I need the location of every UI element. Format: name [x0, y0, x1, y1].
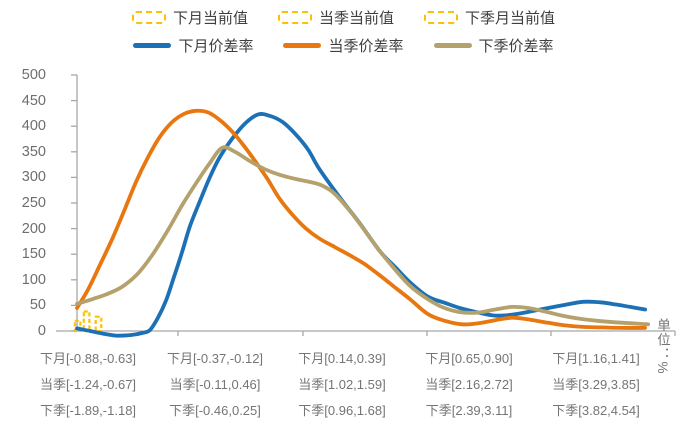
unit-label: 单位：%: [655, 318, 670, 375]
dashed-box-icon: [277, 11, 312, 24]
y-tick-label: 350: [21, 143, 46, 160]
dashed-box-icon: [424, 11, 458, 24]
legend-item-series: 当季价差率: [283, 35, 404, 56]
x-tick-label: 当季[3.29,3.85]: [552, 377, 640, 392]
x-tick-label: 下季[3.82,4.54]: [552, 403, 640, 418]
legend-item-series: 下月价差率: [133, 35, 253, 56]
x-tick-label: 下季[-1.89,-1.18]: [39, 403, 137, 418]
y-tick-label: 0: [37, 323, 46, 339]
chart-legend: 下月当前值 当季当前值 下季月当前值 下月价差率 当季价差率 下季价差率: [0, 7, 687, 56]
current-value-bar: [73, 319, 82, 333]
axes: [56, 74, 676, 336]
dashed-box-icon: [131, 11, 166, 24]
x-tick-label-group: 下月[-0.37,-0.12] 当季[-0.11,0.46] 下季[-0.46,0.…: [152, 346, 279, 424]
x-tick-label: 下季[2.39,3.11]: [425, 403, 513, 418]
legend-label: 当季价差率: [328, 38, 404, 55]
y-tick-label: 250: [21, 195, 46, 211]
y-tick-label: 150: [21, 246, 46, 263]
y-tick-label: 400: [21, 118, 46, 135]
legend-label: 当季当前值: [318, 10, 394, 27]
y-tick-label: 200: [21, 220, 46, 237]
legend-row-series: 下月价差率 当季价差率 下季价差率: [133, 35, 554, 56]
current-value-bar: [94, 315, 103, 333]
series-line-下季价差率: [75, 145, 650, 327]
x-tick-label-group: 下月[-0.88,-0.63] 当季[-1.24,-0.67] 下季[-1.89,-…: [25, 346, 152, 424]
y-tick-label: 300: [21, 169, 46, 186]
y-tick-label: 100: [21, 271, 46, 288]
legend-item-current-value: 下月当前值: [131, 7, 248, 28]
legend-item-current-value: 下季月当前值: [424, 7, 555, 28]
legend-item-series: 下季价差率: [433, 35, 554, 56]
legend-row-current-values: 下月当前值 当季当前值 下季月当前值: [131, 7, 555, 28]
series-line-下月价差率: [75, 112, 647, 338]
x-tick-label: 下月[0.14,0.39]: [298, 351, 386, 366]
x-tick-label: 当季[2.16,2.72]: [425, 377, 513, 392]
x-tick-label: 下月[0.65,0.90]: [425, 351, 513, 366]
x-tick-label-group: 下月[0.14,0.39] 当季[1.02,1.59] 下季[0.96,1.68]: [279, 346, 406, 424]
line-swatch-icon: [433, 43, 472, 48]
x-tick-label-group: 下月[0.65,0.90] 当季[2.16,2.72] 下季[2.39,3.11]: [406, 346, 533, 424]
y-tick-label: 50: [29, 297, 46, 314]
legend-item-current-value: 当季当前值: [277, 7, 394, 28]
x-tick-label: 下月[1.16,1.41]: [552, 351, 640, 366]
x-tick-label: 当季[-0.11,0.46]: [169, 377, 261, 392]
series-line-当季价差率: [75, 108, 647, 330]
x-tick-label: 下月[-0.37,-0.12]: [166, 351, 264, 366]
line-swatch-icon: [283, 43, 322, 48]
x-tick-label: 下月[-0.88,-0.63]: [39, 351, 137, 366]
y-tick-label: 450: [21, 92, 46, 109]
x-tick-label-group: 下月[1.16,1.41] 当季[3.29,3.85] 下季[3.82,4.54]: [533, 346, 660, 424]
y-tick-label: 500: [21, 67, 46, 83]
legend-label: 下季月当前值: [465, 10, 556, 27]
line-swatch-icon: [133, 43, 172, 48]
x-tick-label: 下季[-0.46,0.25]: [169, 403, 261, 418]
legend-label: 下季价差率: [478, 38, 554, 55]
x-tick-label: 下季[0.96,1.68]: [298, 403, 386, 418]
x-tick-label: 当季[-1.24,-0.67]: [39, 377, 137, 392]
legend-label: 下月价差率: [178, 38, 254, 55]
legend-label: 下月当前值: [172, 10, 248, 27]
x-tick-label: 当季[1.02,1.59]: [298, 377, 386, 392]
